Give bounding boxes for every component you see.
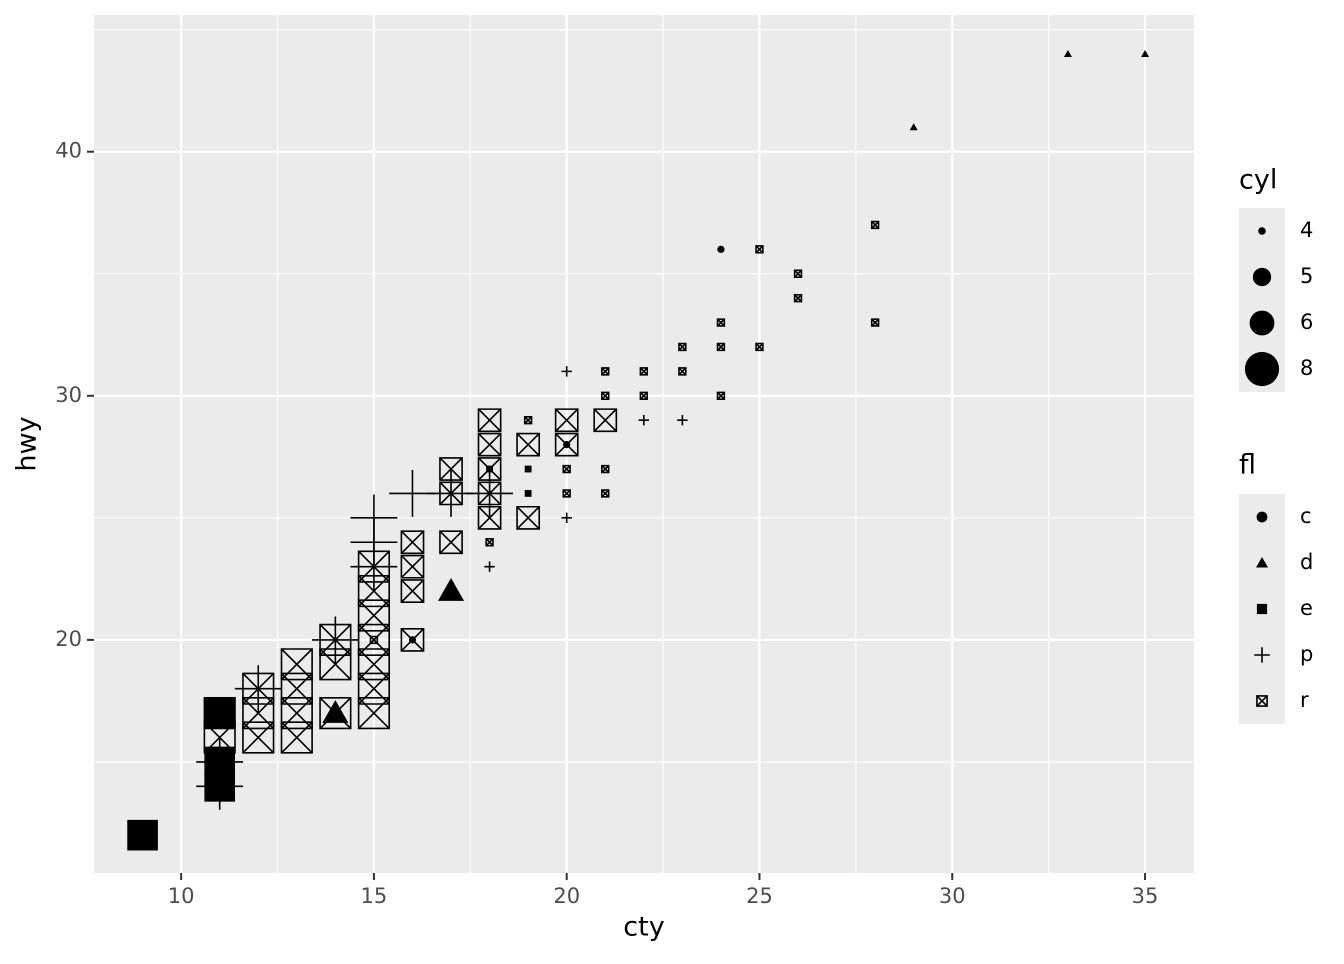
legend-key <box>1256 557 1268 568</box>
point <box>554 408 579 433</box>
legend-label: 5 <box>1300 264 1313 288</box>
point <box>677 415 688 426</box>
legend-key <box>1258 227 1266 235</box>
y-axis-title: hwy <box>12 416 43 471</box>
point <box>322 700 349 723</box>
point <box>717 245 725 253</box>
point <box>400 554 425 579</box>
legend-label: 4 <box>1300 218 1313 242</box>
legend-label: 8 <box>1300 356 1313 380</box>
point <box>909 123 918 131</box>
x-tick-label: 25 <box>746 884 773 908</box>
point <box>755 245 764 254</box>
y-tick-label: 40 <box>55 139 82 163</box>
point <box>601 391 610 400</box>
point <box>561 366 572 377</box>
point <box>369 635 379 645</box>
point <box>204 697 235 729</box>
legend-key <box>1256 511 1268 523</box>
point <box>516 505 541 530</box>
point <box>523 416 533 425</box>
point <box>639 367 649 376</box>
x-tick-label: 30 <box>939 884 966 908</box>
point <box>755 342 764 352</box>
x-axis-title: cty <box>623 912 664 943</box>
point <box>400 579 425 603</box>
point <box>234 665 282 713</box>
x-tick-label: 10 <box>168 884 195 908</box>
point <box>793 293 803 303</box>
point <box>486 465 493 473</box>
point <box>280 721 313 754</box>
point <box>601 489 610 498</box>
point <box>716 318 726 327</box>
legend-key <box>1256 695 1268 707</box>
point <box>563 441 571 449</box>
point <box>562 489 571 498</box>
legend-label: c <box>1300 504 1312 528</box>
point <box>437 578 465 601</box>
point <box>466 470 513 517</box>
legend-label: r <box>1300 688 1309 712</box>
point <box>484 561 495 572</box>
legend-label: d <box>1300 550 1313 574</box>
point <box>639 391 649 400</box>
point <box>716 342 726 352</box>
point <box>400 530 425 555</box>
point <box>439 457 463 481</box>
panel <box>94 15 1194 873</box>
point <box>524 465 532 473</box>
point <box>601 464 610 474</box>
point <box>870 220 880 230</box>
point <box>1141 50 1150 58</box>
point <box>524 490 532 497</box>
point <box>127 819 158 851</box>
point <box>477 432 502 457</box>
x-tick-label: 20 <box>553 884 580 908</box>
point <box>242 721 275 754</box>
point <box>357 697 391 730</box>
point <box>485 538 494 547</box>
point <box>716 391 726 400</box>
point <box>477 505 502 530</box>
point <box>319 648 352 681</box>
legend-key <box>1252 267 1272 287</box>
point <box>1063 50 1072 58</box>
point <box>562 464 571 474</box>
point <box>350 543 398 591</box>
legend-label: e <box>1300 596 1313 620</box>
point <box>601 367 610 376</box>
legend-title: fl <box>1239 450 1256 481</box>
point <box>678 342 687 352</box>
point <box>870 318 880 327</box>
x-tick-label: 35 <box>1132 884 1159 908</box>
point <box>638 415 650 426</box>
point <box>516 432 541 457</box>
legend-key <box>1256 603 1268 615</box>
legend-key <box>1254 647 1270 663</box>
point <box>793 269 803 278</box>
point <box>311 616 359 664</box>
point <box>408 636 417 644</box>
y-tick-label: 30 <box>55 383 82 407</box>
y-tick-label: 20 <box>55 627 82 651</box>
legend-label: 6 <box>1300 310 1313 334</box>
legend-title: cyl <box>1239 165 1277 196</box>
legend-key <box>1244 351 1280 387</box>
point <box>439 530 463 555</box>
x-tick-label: 15 <box>361 884 388 908</box>
legend-label: p <box>1300 642 1313 666</box>
legend-key <box>1249 310 1275 336</box>
point <box>477 408 502 433</box>
point <box>678 367 687 376</box>
point <box>593 408 618 433</box>
point <box>196 762 244 810</box>
point <box>561 512 572 524</box>
